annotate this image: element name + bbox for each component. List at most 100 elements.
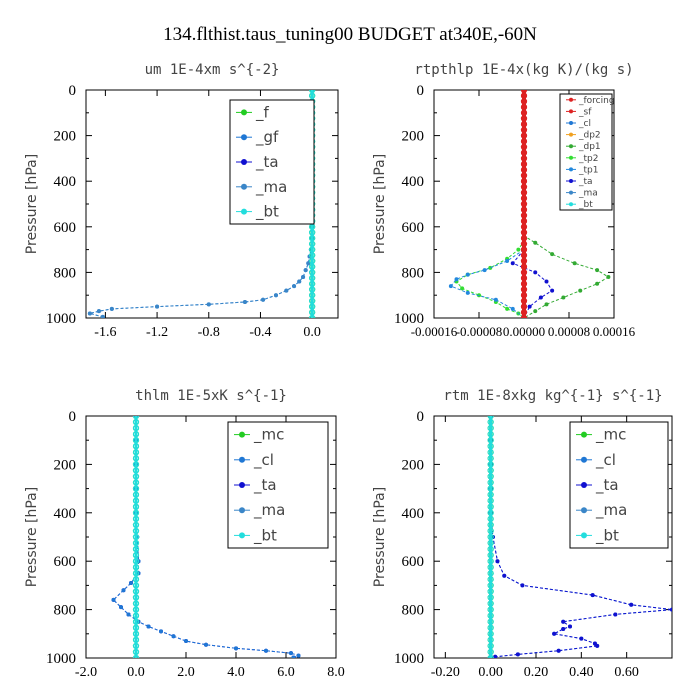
series-marker-bt [132, 509, 140, 516]
series-marker-bt [132, 533, 140, 541]
y-tick-label: 800 [54, 265, 77, 281]
series-marker-dp1 [533, 240, 538, 245]
series-marker-sf [520, 161, 528, 168]
series-marker-sf [520, 200, 528, 208]
series-marker-bt [487, 437, 494, 444]
series-marker-sf [520, 149, 528, 156]
y-tick-label: 800 [402, 603, 425, 619]
series-marker-bt [487, 600, 494, 607]
legend-box [559, 93, 613, 211]
y-axis-label: Pressure [hPa] [372, 487, 388, 587]
legend-entry: _bt [253, 526, 277, 545]
series-marker-ma [109, 306, 114, 311]
x-tick-label: 0.00000 [503, 324, 545, 339]
series-marker-bt [132, 515, 140, 522]
series-marker-sf [520, 138, 528, 145]
series-marker-bt [487, 552, 494, 559]
series-marker-cl [184, 639, 188, 644]
legend-swatch-marker [239, 456, 245, 463]
legend-swatch-marker [569, 155, 573, 160]
series-line-tp1 [450, 90, 525, 318]
series-marker-sf [520, 183, 528, 190]
y-tick-label: 1000 [394, 651, 424, 667]
series-marker-bt [132, 594, 140, 601]
series-marker-bt [132, 654, 140, 658]
panel-title: um 1E-4xm s^{-2} [145, 62, 280, 78]
series-marker-tp1 [465, 290, 470, 295]
legend-swatch-marker [569, 202, 573, 207]
series-marker-sf [520, 309, 528, 316]
legend-swatch-marker [569, 109, 573, 114]
series-marker-bt [487, 564, 494, 571]
x-tick-label: 0.00 [478, 665, 503, 680]
y-axis-label: Pressure [hPa] [24, 154, 40, 254]
series-marker-tp1 [454, 277, 459, 282]
series-marker-ta [544, 279, 549, 284]
series-marker-bt [132, 455, 140, 462]
legend-swatch-marker [581, 431, 587, 438]
series-marker-ta [561, 626, 566, 631]
x-tick-label: -0.4 [249, 325, 271, 340]
series-marker-sf [520, 172, 528, 179]
series-marker-bt [132, 618, 140, 625]
legend-swatch-marker [569, 167, 573, 172]
series-marker-dp1 [595, 281, 600, 286]
series-marker-bt [487, 642, 494, 650]
series-marker-tp1 [448, 284, 453, 289]
series-marker-bt [487, 416, 494, 420]
y-tick-label: 400 [402, 174, 425, 190]
legend-swatch-marker [569, 97, 573, 102]
series-marker-ta [629, 602, 634, 607]
series-marker-sf [520, 240, 528, 247]
y-tick-label: 0 [417, 409, 425, 425]
legend-entry: _bt [595, 526, 619, 545]
y-tick-label: 0 [417, 83, 425, 99]
legend-entry: _gf [255, 128, 279, 147]
y-tick-label: 800 [402, 265, 425, 281]
series-marker-bt [132, 491, 140, 498]
x-tick-label: -0.00008 [456, 324, 503, 339]
y-tick-label: 200 [402, 457, 425, 473]
legend-swatch-marker [239, 482, 245, 488]
series-marker-bt [132, 612, 140, 619]
series-marker-ta [510, 261, 515, 266]
series-marker-bt [487, 497, 494, 504]
legend-entry: _ma [578, 189, 598, 199]
series-marker-ma [87, 311, 92, 316]
series-marker-bt [487, 455, 494, 462]
series-marker-bt [132, 564, 140, 571]
series-marker-bt [132, 642, 140, 650]
x-tick-label: 6.0 [277, 665, 295, 680]
series-marker-ta [595, 643, 600, 648]
series-marker-sf [520, 218, 528, 225]
legend-swatch-marker [241, 109, 247, 116]
x-tick-label: -2.0 [75, 665, 97, 680]
y-tick-label: 600 [402, 220, 425, 236]
series-marker-cl [204, 642, 208, 647]
series-marker-ta [568, 624, 572, 629]
series-marker-bt [487, 636, 494, 643]
series-marker-cl [119, 605, 123, 610]
x-tick-label: -1.6 [94, 325, 116, 340]
series-marker-bt [132, 552, 140, 559]
series-marker-sf [520, 212, 528, 219]
series-marker-bt [487, 527, 494, 535]
series-marker-bt [132, 606, 140, 613]
series-marker-ta [579, 636, 584, 641]
series-marker-ma [297, 279, 302, 284]
panel-title: thlm 1E-5xK s^{-1} [135, 388, 287, 404]
legend-swatch-marker [241, 183, 247, 190]
series-marker-bt [309, 246, 316, 253]
y-tick-label: 400 [402, 506, 425, 522]
series-marker-bt [487, 612, 494, 619]
series-marker-tp2 [505, 306, 510, 311]
series-marker-dp1 [561, 295, 566, 300]
series-marker-bt [487, 558, 494, 565]
y-tick-label: 200 [54, 129, 77, 145]
x-tick-label: 0.0 [127, 665, 145, 680]
series-marker-sf [520, 155, 528, 162]
series-marker-bt [132, 648, 140, 656]
series-marker-bt [309, 252, 316, 259]
series-marker-dp1 [550, 252, 555, 257]
